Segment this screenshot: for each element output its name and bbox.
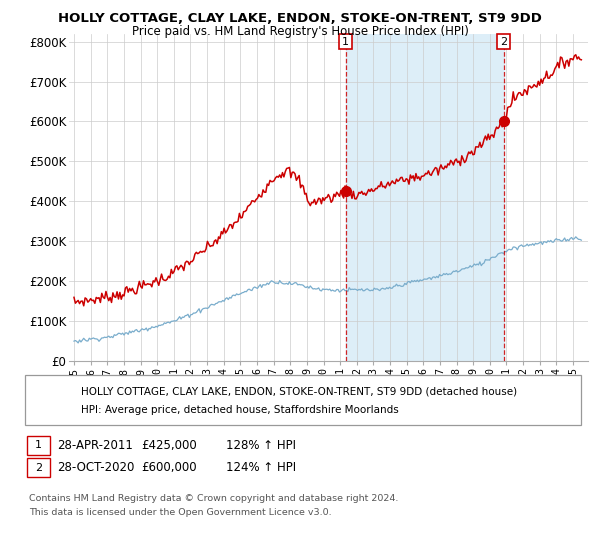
Text: HPI: Average price, detached house, Staffordshire Moorlands: HPI: Average price, detached house, Staf… — [81, 405, 399, 415]
Text: 1: 1 — [35, 440, 42, 450]
Text: 2: 2 — [500, 36, 507, 46]
Text: £600,000: £600,000 — [142, 461, 197, 474]
Text: 124% ↑ HPI: 124% ↑ HPI — [226, 461, 296, 474]
Text: HOLLY COTTAGE, CLAY LAKE, ENDON, STOKE-ON-TRENT, ST9 9DD (detached house): HOLLY COTTAGE, CLAY LAKE, ENDON, STOKE-O… — [81, 386, 517, 396]
Text: 1: 1 — [342, 36, 349, 46]
Text: Price paid vs. HM Land Registry's House Price Index (HPI): Price paid vs. HM Land Registry's House … — [131, 25, 469, 38]
Text: 128% ↑ HPI: 128% ↑ HPI — [226, 438, 296, 452]
Text: 28-APR-2011: 28-APR-2011 — [58, 438, 133, 452]
Text: HOLLY COTTAGE, CLAY LAKE, ENDON, STOKE-ON-TRENT, ST9 9DD: HOLLY COTTAGE, CLAY LAKE, ENDON, STOKE-O… — [58, 12, 542, 25]
Bar — [346, 34, 503, 361]
Text: This data is licensed under the Open Government Licence v3.0.: This data is licensed under the Open Gov… — [29, 508, 331, 517]
Text: 2: 2 — [35, 463, 42, 473]
Text: £425,000: £425,000 — [142, 438, 197, 452]
Text: Contains HM Land Registry data © Crown copyright and database right 2024.: Contains HM Land Registry data © Crown c… — [29, 494, 398, 503]
Text: 28-OCT-2020: 28-OCT-2020 — [58, 461, 135, 474]
